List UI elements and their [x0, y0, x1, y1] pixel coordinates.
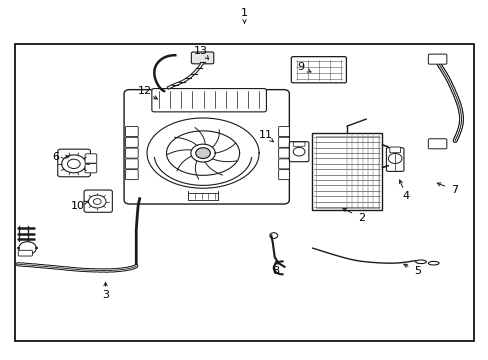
FancyBboxPatch shape — [386, 148, 403, 171]
Text: 8: 8 — [272, 266, 279, 276]
FancyBboxPatch shape — [18, 250, 32, 256]
Text: 5: 5 — [413, 266, 420, 276]
FancyBboxPatch shape — [85, 154, 97, 163]
Bar — [188, 193, 217, 200]
FancyBboxPatch shape — [278, 170, 289, 180]
FancyBboxPatch shape — [427, 139, 446, 149]
FancyBboxPatch shape — [85, 163, 97, 173]
Text: 2: 2 — [357, 213, 365, 222]
Bar — [311, 134, 382, 211]
FancyBboxPatch shape — [191, 52, 213, 64]
FancyBboxPatch shape — [278, 127, 289, 136]
FancyBboxPatch shape — [152, 89, 266, 112]
FancyBboxPatch shape — [125, 137, 138, 147]
FancyBboxPatch shape — [125, 170, 138, 180]
FancyBboxPatch shape — [84, 190, 112, 212]
Bar — [15, 44, 473, 341]
Text: 12: 12 — [137, 86, 151, 96]
FancyBboxPatch shape — [125, 148, 138, 158]
FancyBboxPatch shape — [58, 149, 90, 177]
FancyBboxPatch shape — [278, 137, 289, 147]
Bar — [315, 136, 378, 208]
Text: 10: 10 — [71, 201, 84, 211]
FancyBboxPatch shape — [291, 57, 346, 83]
FancyBboxPatch shape — [278, 148, 289, 158]
Text: 11: 11 — [258, 130, 272, 140]
FancyBboxPatch shape — [125, 127, 138, 136]
Text: 3: 3 — [102, 291, 109, 301]
FancyBboxPatch shape — [125, 159, 138, 169]
Text: 9: 9 — [296, 62, 304, 72]
FancyBboxPatch shape — [289, 141, 308, 162]
Text: 6: 6 — [52, 152, 59, 162]
Text: 13: 13 — [193, 46, 207, 56]
FancyBboxPatch shape — [427, 54, 446, 64]
Circle shape — [195, 148, 210, 158]
FancyBboxPatch shape — [293, 142, 305, 146]
FancyBboxPatch shape — [124, 90, 289, 204]
FancyBboxPatch shape — [278, 159, 289, 169]
Text: 4: 4 — [402, 191, 409, 201]
Text: 7: 7 — [450, 185, 458, 195]
Text: 1: 1 — [241, 8, 247, 18]
FancyBboxPatch shape — [389, 147, 400, 153]
